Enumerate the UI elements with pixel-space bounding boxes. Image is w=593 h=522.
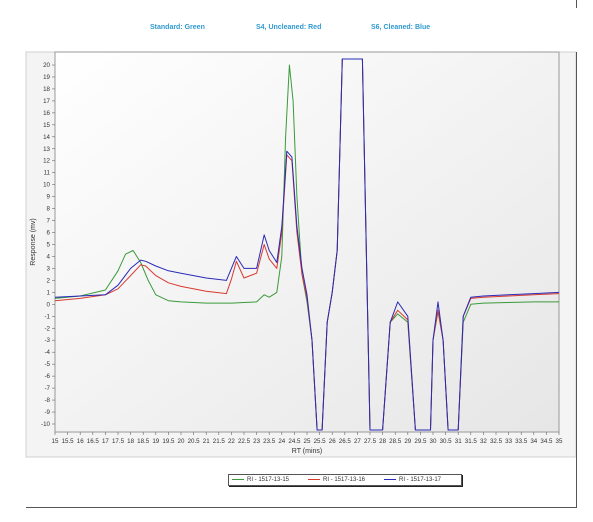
x-tick-label: 24 [278, 438, 285, 445]
x-tick-label: 25.5 [314, 438, 327, 445]
y-tick-label: 14 [43, 134, 50, 141]
x-tick-label: 34.5 [540, 438, 553, 445]
legend-label-2: RI - 1517-13-16 [323, 477, 366, 483]
y-tick-label: 15 [43, 122, 50, 129]
y-tick-label: 17 [43, 98, 50, 105]
x-tick-label: 31.5 [465, 438, 478, 445]
y-tick-label: 10 [43, 182, 50, 189]
x-tick-label: 34 [530, 438, 537, 445]
y-tick-label: -2 [44, 325, 50, 332]
caption-standard: Standard: Green [150, 24, 205, 31]
x-tick-label: 35 [556, 438, 563, 445]
x-tick-label: 17.5 [112, 438, 125, 445]
frame-right [576, 52, 577, 507]
y-tick-label: 8 [47, 206, 51, 213]
y-tick-label: -7 [44, 385, 50, 392]
x-axis-ticks: 15 15.5 16 16.5 17 17.5 18 18.5 19 19.5 20 20.5 21 21… [52, 432, 563, 445]
x-tick-label: 18.5 [137, 438, 150, 445]
y-tick-label: 4 [47, 253, 51, 260]
plot-area [54, 51, 560, 433]
x-tick-label: 27 [354, 438, 361, 445]
x-tick-label: 29.5 [414, 438, 427, 445]
x-tick-label: 17 [102, 438, 109, 445]
y-tick-label: 9 [47, 194, 51, 201]
x-tick-label: 22 [228, 438, 235, 445]
x-tick-label: 22.5 [238, 438, 251, 445]
x-tick-label: 23 [253, 438, 260, 445]
x-tick-label: 19.5 [162, 438, 175, 445]
x-tick-label: 28 [379, 438, 386, 445]
x-tick-label: 33 [505, 438, 512, 445]
y-tick-label: -5 [44, 361, 50, 368]
x-tick-label: 28.5 [389, 438, 402, 445]
x-tick-label: 21 [203, 438, 210, 445]
x-tick-label: 32 [480, 438, 487, 445]
legend-label-3: RI - 1517-13-17 [399, 477, 442, 483]
y-tick-label: -3 [44, 337, 50, 344]
x-tick-label: 30 [430, 438, 437, 445]
y-tick-label: -1 [44, 313, 50, 320]
x-tick-label: 26 [329, 438, 336, 445]
x-tick-label: 15 [52, 438, 59, 445]
y-tick-label: -6 [44, 373, 50, 380]
y-tick-label: -4 [44, 349, 50, 356]
x-axis-label: RT (mins) [292, 448, 322, 455]
y-tick-label: -9 [44, 409, 50, 416]
x-tick-label: 33.5 [515, 438, 528, 445]
y-tick-label: 0 [47, 301, 51, 308]
legend-swatch-3 [384, 478, 396, 480]
y-tick-label: -10 [41, 421, 51, 428]
legend-entry-1: RI - 1517-13-15 [232, 476, 289, 484]
top-right-tick [576, 0, 577, 8]
legend-swatch-1 [232, 478, 244, 480]
y-tick-label: -8 [44, 397, 50, 404]
x-tick-label: 15.5 [62, 438, 75, 445]
y-tick-label: 7 [47, 218, 51, 225]
x-tick-label: 29 [404, 438, 411, 445]
y-tick-label: 3 [47, 265, 51, 272]
series-line-3 [54, 58, 560, 431]
x-tick-label: 31 [455, 438, 462, 445]
y-tick-label: 6 [47, 230, 51, 237]
caption-s4: S4, Uncleaned: Red [256, 24, 322, 31]
x-tick-label: 16 [77, 438, 84, 445]
caption-s6: S6, Cleaned: Blue [371, 24, 431, 31]
y-axis-ticks: 20191817161514131211109876543210-1-2-3-4… [41, 62, 55, 428]
x-tick-label: 23.5 [263, 438, 276, 445]
series-lines [54, 58, 560, 431]
x-tick-label: 26.5 [339, 438, 352, 445]
frame-bottom [26, 507, 577, 508]
y-tick-label: 20 [43, 62, 50, 69]
x-tick-label: 18 [127, 438, 134, 445]
y-tick-label: 18 [43, 86, 50, 93]
x-tick-label: 20.5 [188, 438, 201, 445]
x-tick-label: 32.5 [490, 438, 503, 445]
x-tick-label: 27.5 [364, 438, 377, 445]
y-tick-label: 2 [47, 277, 51, 284]
y-tick-label: 1 [47, 289, 51, 296]
x-tick-label: 19 [152, 438, 159, 445]
x-tick-label: 24.5 [288, 438, 301, 445]
x-tick-label: 25 [304, 438, 311, 445]
x-tick-label: 16.5 [87, 438, 100, 445]
legend-label-1: RI - 1517-13-15 [247, 477, 290, 483]
x-tick-label: 21.5 [213, 438, 226, 445]
legend-entry-3: RI - 1517-13-17 [384, 476, 441, 484]
y-tick-label: 11 [44, 170, 51, 177]
x-tick-label: 20 [178, 438, 185, 445]
x-tick-label: 30.5 [440, 438, 453, 445]
y-axis-label: Response (mv) [30, 218, 37, 265]
y-tick-label: 19 [43, 74, 50, 81]
legend-entry-2: RI - 1517-13-16 [308, 476, 365, 484]
y-tick-label: 12 [43, 158, 50, 165]
y-tick-label: 5 [47, 242, 51, 249]
y-tick-label: 13 [43, 146, 50, 153]
legend: RI - 1517-13-15 RI - 1517-13-16 RI - 151… [228, 474, 462, 486]
y-tick-label: 16 [43, 110, 50, 117]
legend-swatch-2 [308, 478, 320, 480]
